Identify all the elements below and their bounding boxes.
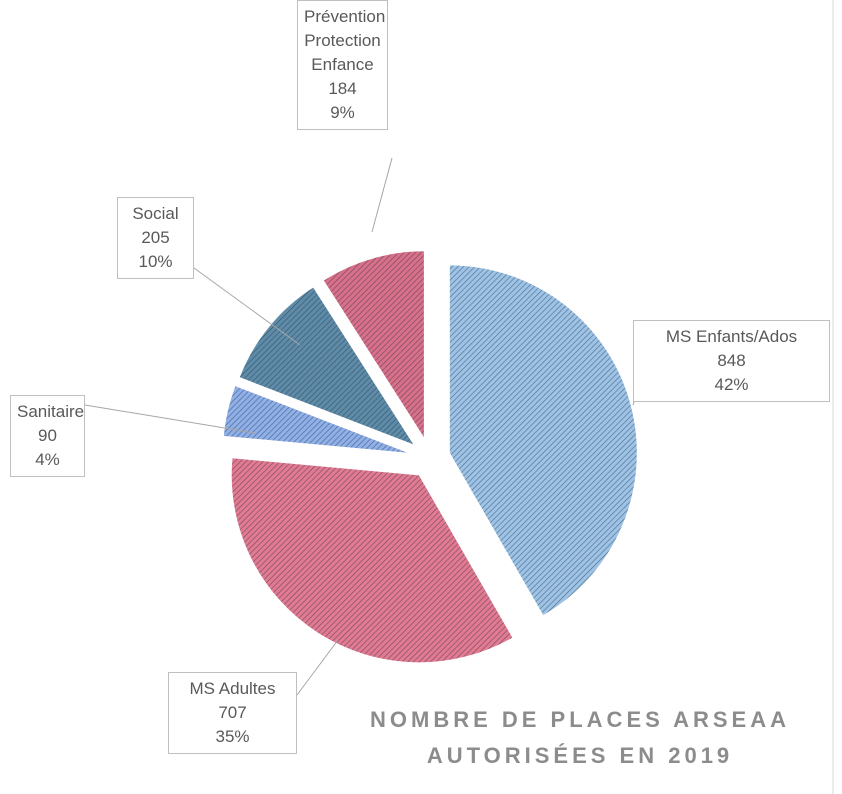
data-label: MS Enfants/Ados 848 42%: [633, 320, 830, 402]
pie-slice: [222, 384, 411, 454]
data-label: Social 205 10%: [117, 197, 194, 279]
leader-line: [296, 639, 339, 696]
label-value: 90: [38, 426, 57, 445]
leader-line: [193, 267, 301, 346]
label-value: 205: [141, 228, 170, 247]
pie-slice: [322, 250, 425, 441]
label-name: Prévention Protection Enfance: [304, 7, 386, 74]
chart-title: NOMBRE DE PLACES ARSEAA AUTORISÉES EN 20…: [370, 707, 790, 768]
pie-slice: [238, 286, 416, 447]
pie-slice: [448, 264, 638, 617]
label-value: 848: [717, 351, 746, 370]
leader-line: [371, 157, 393, 233]
label-percent: 10%: [138, 252, 173, 271]
label-name: Sanitaire: [17, 402, 85, 421]
label-percent: 4%: [35, 450, 60, 469]
label-name: Social: [132, 204, 179, 223]
data-label: Prévention Protection Enfance 184 9%: [297, 0, 388, 130]
label-percent: 35%: [215, 727, 250, 746]
data-label: MS Adultes 707 35%: [168, 672, 297, 754]
label-percent: 9%: [330, 103, 355, 122]
leader-line: [84, 404, 256, 434]
label-value: 184: [328, 79, 357, 98]
label-name: MS Enfants/Ados: [665, 327, 798, 346]
label-value: 707: [218, 703, 247, 722]
label-percent: 42%: [714, 375, 749, 394]
data-label: Sanitaire 90 4%: [10, 395, 85, 477]
label-name: MS Adultes: [189, 679, 276, 698]
pie-slice: [230, 457, 514, 664]
